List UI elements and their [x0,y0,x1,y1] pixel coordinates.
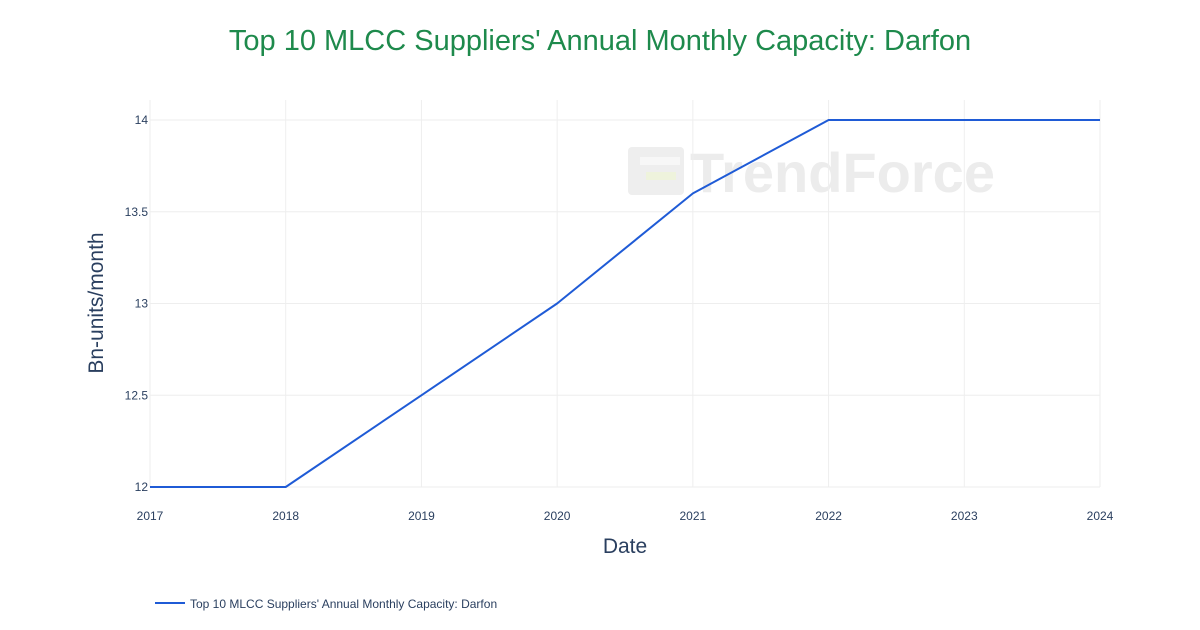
x-tick-label: 2024 [1087,509,1114,523]
grid-lines [149,100,1101,488]
x-axis-title: Date [603,535,647,558]
watermark-text: TrendForce [690,141,995,204]
legend[interactable]: Top 10 MLCC Suppliers' Annual Monthly Ca… [155,597,497,611]
y-tick-label: 12.5 [125,388,149,402]
series-lines [150,119,1100,488]
x-tick-label: 2019 [408,509,435,523]
series-line-0 [150,119,1100,488]
x-tick-label: 2020 [544,509,571,523]
trendforce-logo-icon [628,147,684,195]
x-tick-label: 2022 [815,509,842,523]
y-axis-title: Bn-units/month [85,232,108,373]
y-tick-labels: 12 12.5 13 13.5 14 [125,113,149,494]
x-tick-label: 2023 [951,509,978,523]
y-tick-label: 14 [135,113,149,127]
x-tick-label: 2018 [272,509,299,523]
legend-item-label: Top 10 MLCC Suppliers' Annual Monthly Ca… [190,597,497,611]
x-tick-label: 2021 [680,509,707,523]
trendforce-watermark: TrendForce [628,141,995,204]
y-tick-label: 12 [135,480,149,494]
y-tick-label: 13.5 [125,205,149,219]
x-tick-label: 2017 [137,509,164,523]
x-tick-labels: 2017 2018 2019 2020 2021 2022 2023 2024 [137,509,1114,523]
chart-title: Top 10 MLCC Suppliers' Annual Monthly Ca… [229,25,971,57]
y-tick-label: 13 [135,297,149,311]
